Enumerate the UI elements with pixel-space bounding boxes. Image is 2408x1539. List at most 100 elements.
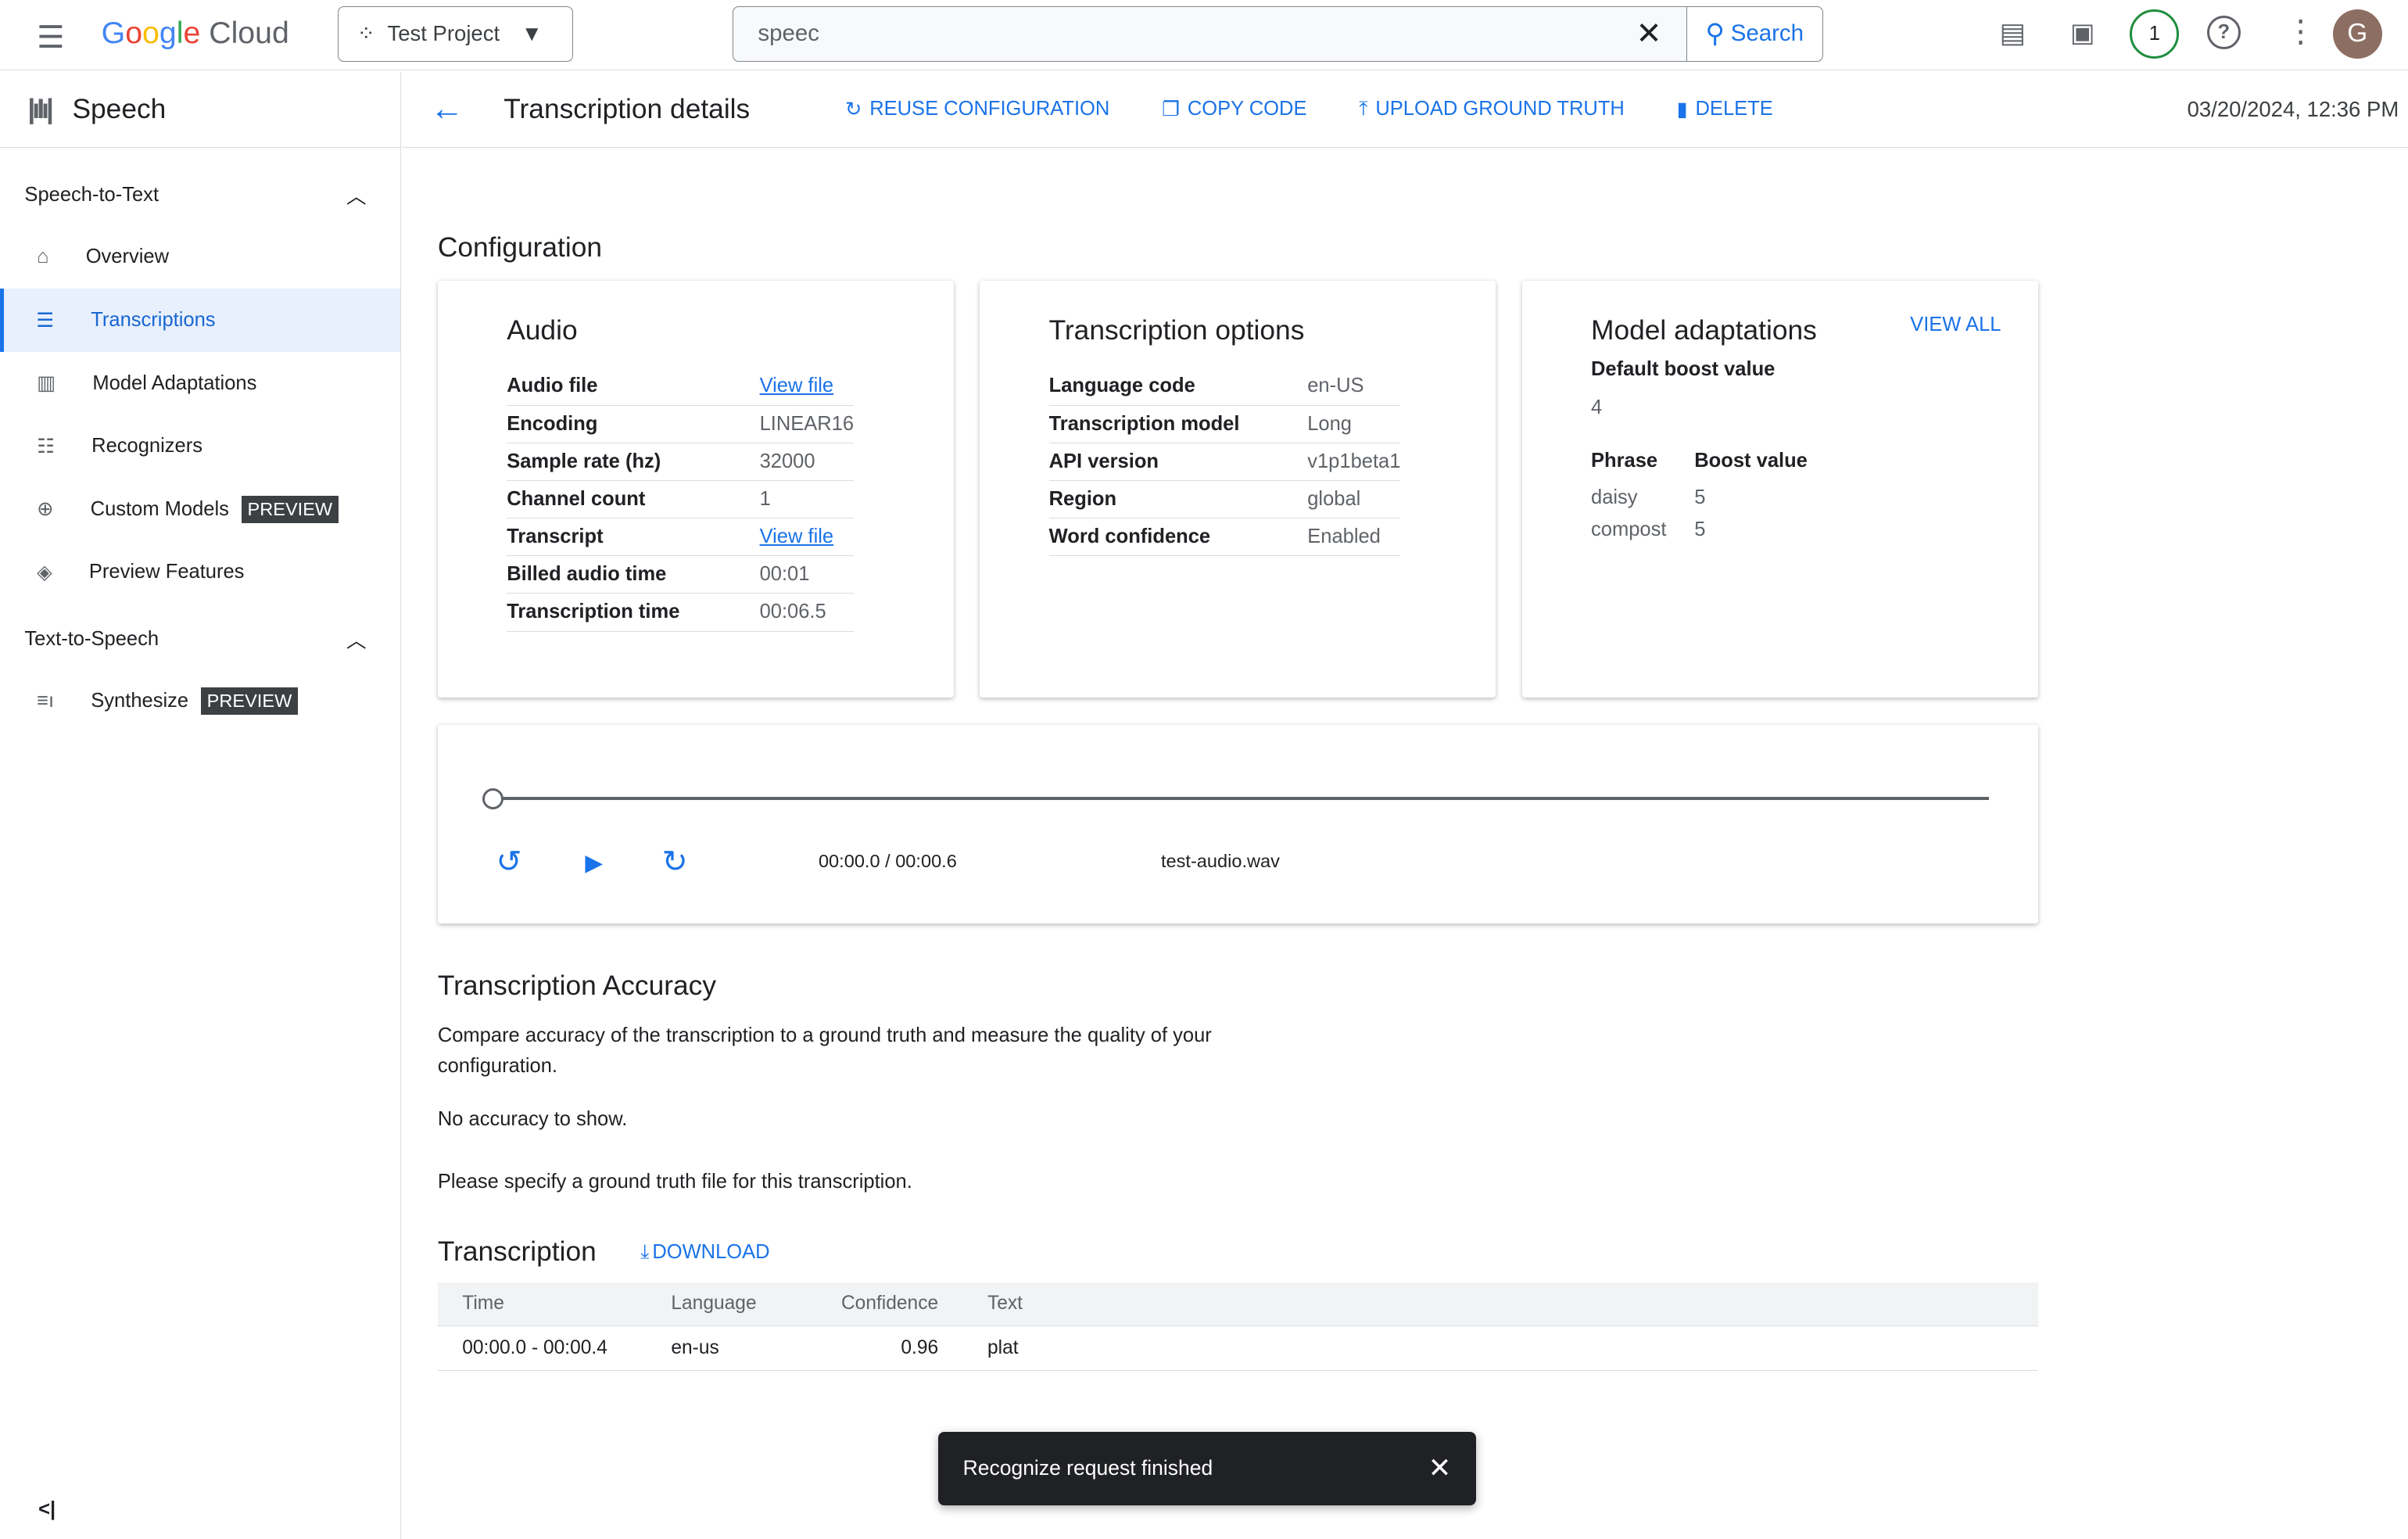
download-button[interactable]: ⤓ DOWNLOAD — [640, 1241, 770, 1264]
kv-row: API version v1p1beta1 — [1048, 443, 1401, 482]
kv-row: Word confidence Enabled — [1048, 518, 1401, 557]
kv-row: Audio file View file — [507, 368, 855, 406]
search-bar: ✕ ⚲Search — [732, 5, 1823, 62]
kv-label: Transcription model — [1048, 405, 1308, 443]
column-header[interactable]: Text — [938, 1282, 2038, 1326]
adaptations-title: Model adaptations — [1591, 314, 1817, 346]
upload-ground-truth-button[interactable]: ⤒ UPLOAD GROUND TRUTH — [1359, 97, 1625, 120]
sidebar-item-overview[interactable]: ⌂ Overview — [37, 246, 170, 268]
top-bar: ☰ Google Cloud ⁘Test Project▼ ✕ ⚲Search … — [0, 0, 2408, 71]
playback-time: 00:00.0 / 00:00.6 — [818, 851, 957, 872]
kv-label: Channel count — [507, 480, 760, 519]
phrase-column-header: Boost value — [1694, 450, 1808, 472]
view-file-link[interactable]: View file — [759, 375, 834, 397]
close-icon[interactable]: ✕ — [1428, 1453, 1452, 1484]
kv-value: v1p1beta1 — [1307, 443, 1401, 482]
trash-icon: ▮ — [1676, 98, 1688, 120]
clear-icon[interactable]: ✕ — [1636, 16, 1662, 51]
audio-filename: test-audio.wav — [1160, 851, 1280, 872]
phrase-row: daisy 5 — [1591, 486, 1706, 508]
product-header: |ıIı| Speech — [0, 72, 400, 148]
notifications-badge[interactable]: 1 — [2130, 9, 2180, 59]
upload-icon: ⤒ — [1359, 97, 1368, 120]
kv-label: Region — [1048, 480, 1308, 519]
kv-row: Language code en-US — [1048, 368, 1401, 406]
search-button[interactable]: ⚲ Search — [1686, 6, 1822, 61]
chevron-up-icon: ︿ — [346, 185, 367, 208]
synthesize-icon: ≡ı — [37, 690, 55, 712]
forward-5-icon[interactable]: ↻ — [661, 845, 688, 880]
copy-code-button[interactable]: ❐ COPY CODE — [1162, 98, 1307, 120]
kv-row: Billed audio time 00:01 — [507, 555, 855, 594]
avatar[interactable]: G — [2332, 9, 2382, 59]
accuracy-description: Compare accuracy of the transcription to… — [437, 1024, 1212, 1078]
options-title: Transcription options — [1048, 314, 1305, 346]
kv-value: 32000 — [759, 443, 855, 482]
sidebar-item-model-adaptations[interactable]: ▥ Model Adaptations — [37, 371, 257, 395]
column-header[interactable]: Time — [437, 1282, 672, 1326]
sidebar-item-recognizers[interactable]: ☷ Recognizers — [37, 435, 202, 457]
layers-icon: ◈ — [37, 561, 52, 583]
search-input[interactable] — [733, 20, 1636, 48]
options-table: Language code en-US Transcription model Lon… — [1048, 368, 1401, 557]
kv-label: Audio file — [507, 368, 760, 406]
sidebar: |ıIı| Speech Speech-to-Text ︿ ⌂ Overview ☰ T… — [0, 72, 401, 1539]
sidebar-item-custom-models[interactable]: ⊕ Custom Models PREVIEW — [0, 478, 400, 541]
view-all-button[interactable]: VIEW ALL — [1910, 313, 2001, 335]
rewind-5-icon[interactable]: ↺ — [496, 845, 522, 880]
kv-label: Encoding — [507, 405, 760, 443]
sidebar-item-synthesize[interactable]: ≡ı Synthesize PREVIEW — [0, 669, 400, 733]
project-selector[interactable]: ⁘ Test Project ▼ — [338, 5, 573, 62]
phrases-table: Phrase Boost value daisy 5 compost 5 — [1591, 450, 1844, 545]
transcription-options-card: Transcription options Language code en-US… — [980, 281, 1496, 698]
kv-value: Enabled — [1307, 518, 1401, 557]
no-accuracy-text: No accuracy to show. — [437, 1107, 628, 1130]
transcription-heading: Transcription — [437, 1236, 597, 1268]
audio-title: Audio — [507, 314, 578, 346]
seek-bar[interactable] — [493, 797, 1989, 801]
view-file-link[interactable]: View file — [759, 526, 834, 548]
collapse-sidebar-icon[interactable]: <| — [38, 1498, 56, 1520]
transcription-table: Time Language Confidence Text 00:00.0 - … — [437, 1282, 2038, 1371]
cloud-shell-icon[interactable]: ▣ — [2069, 18, 2095, 48]
kv-row: Transcript View file — [507, 518, 855, 557]
custom-model-icon: ⊕ — [37, 498, 54, 521]
column-header[interactable]: Confidence — [792, 1282, 939, 1326]
seek-handle[interactable] — [482, 787, 504, 810]
delete-button[interactable]: ▮ DELETE — [1676, 98, 1773, 120]
accuracy-section: Transcription Accuracy Compare accuracy … — [438, 970, 1267, 1193]
preview-badge: PREVIEW — [241, 495, 339, 523]
kv-label: Transcription time — [507, 593, 760, 632]
sidebar-item-transcriptions[interactable]: ☰ Transcriptions — [0, 289, 400, 352]
default-boost-label: Default boost value — [1591, 358, 1776, 381]
reuse-configuration-button[interactable]: ↻ REUSE CONFIGURATION — [844, 98, 1110, 120]
download-icon: ⤓ — [640, 1241, 650, 1264]
configuration-heading: Configuration — [437, 231, 603, 263]
kv-row: Sample rate (hz) 32000 — [507, 443, 855, 482]
preview-badge: PREVIEW — [200, 687, 299, 716]
kv-value: View file — [759, 518, 855, 557]
kv-row: Encoding LINEAR16 — [507, 405, 855, 443]
project-icon: ⁘ — [357, 21, 375, 46]
section-speech-to-text[interactable]: Speech-to-Text ︿ — [0, 164, 400, 226]
help-icon[interactable]: ? — [2206, 15, 2241, 49]
gemini-chat-icon[interactable]: ▤ — [1999, 17, 2026, 48]
chevron-up-icon: ︿ — [346, 630, 367, 652]
google-cloud-logo[interactable]: Google Cloud — [101, 15, 289, 50]
grid-list-icon: ☷ — [37, 435, 56, 457]
sidebar-item-preview-features[interactable]: ◈ Preview Features — [37, 561, 245, 583]
menu-icon[interactable]: ☰ — [37, 20, 65, 55]
kv-value: View file — [759, 368, 855, 406]
back-arrow-icon[interactable]: ← — [429, 90, 464, 128]
kv-label: API version — [1048, 443, 1308, 482]
kv-value: LINEAR16 — [759, 405, 855, 443]
play-icon[interactable]: ▶ — [585, 850, 604, 877]
toast: Recognize request finished ✕ — [938, 1431, 1476, 1505]
column-header[interactable]: Language — [671, 1282, 793, 1326]
kv-row: Region global — [1048, 480, 1401, 519]
phrase-column-header: Phrase — [1591, 450, 1658, 472]
accuracy-heading: Transcription Accuracy — [437, 970, 716, 1002]
phrase-row: compost 5 — [1591, 518, 1706, 540]
more-vert-icon[interactable]: ⋮ — [2284, 13, 2317, 48]
section-text-to-speech[interactable]: Text-to-Speech ︿ — [0, 608, 400, 670]
